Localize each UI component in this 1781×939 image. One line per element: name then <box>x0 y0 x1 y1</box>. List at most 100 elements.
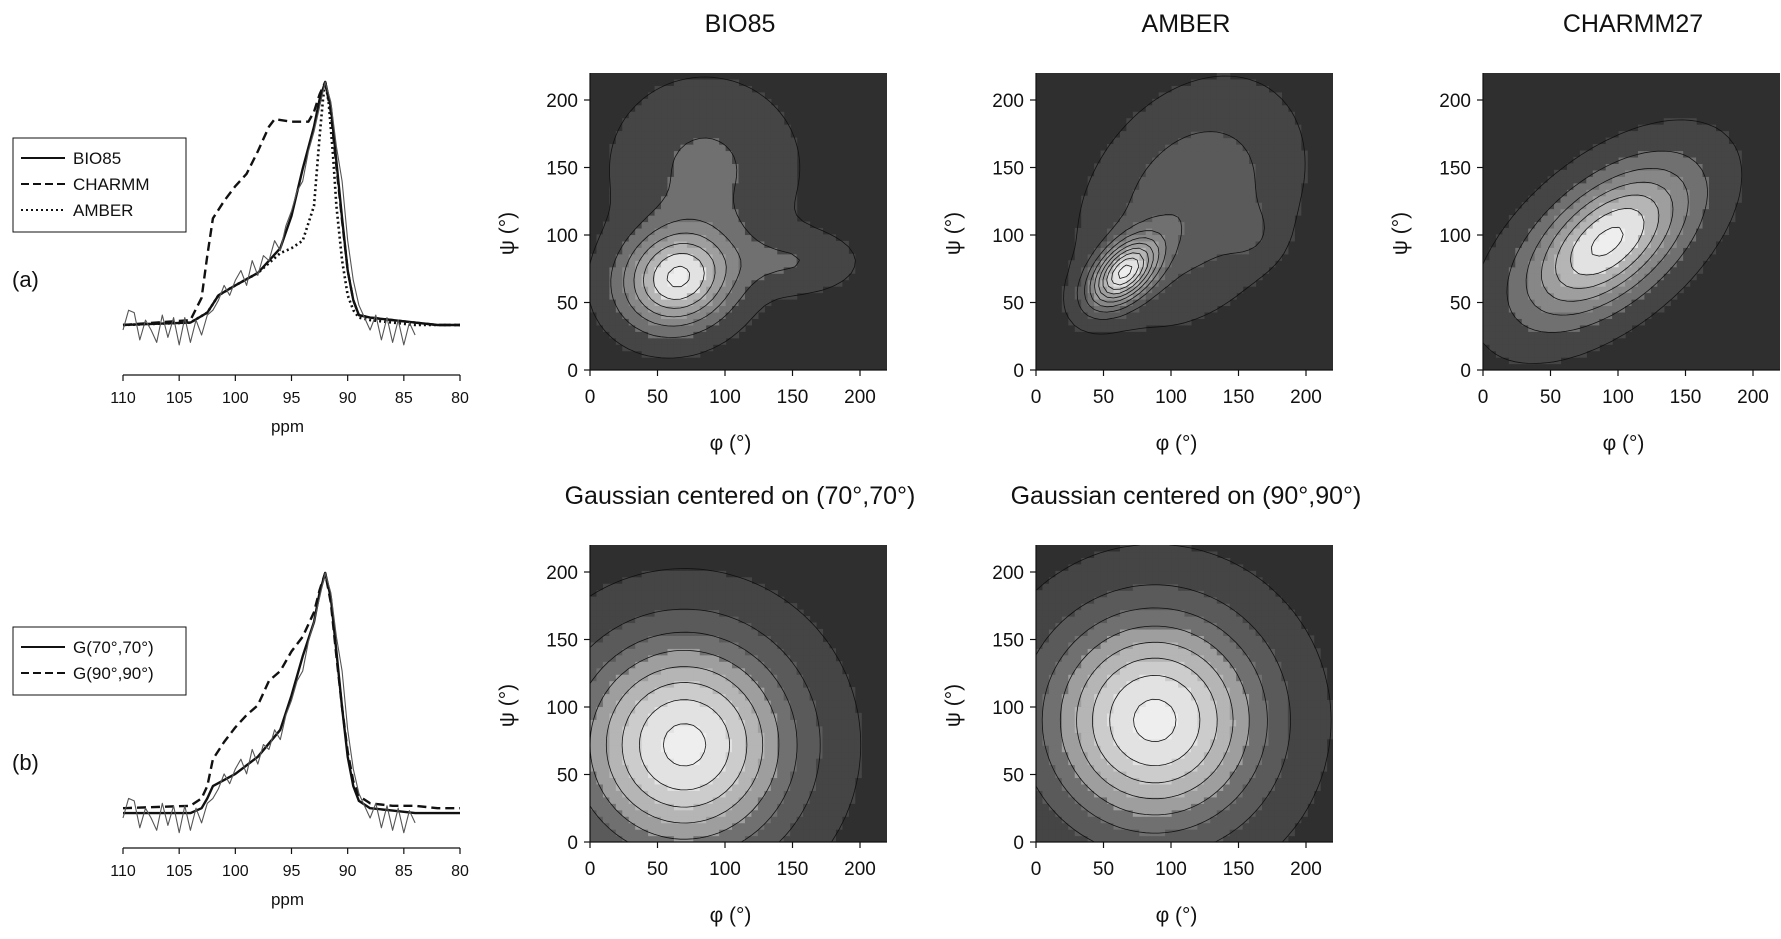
contour-cell <box>609 324 617 332</box>
contour-cell <box>1696 169 1704 177</box>
contour-cell <box>622 240 630 248</box>
contour-cell <box>1268 98 1276 106</box>
contour-cell <box>790 835 798 842</box>
contour-cell <box>1554 253 1562 261</box>
contour-cell <box>751 822 759 830</box>
contour-cell <box>1708 176 1717 184</box>
contour-cell <box>1650 182 1658 190</box>
contour-cell <box>609 796 617 804</box>
contour-cell <box>744 195 753 203</box>
contour-cell <box>815 738 824 746</box>
contour-cell <box>744 641 753 649</box>
contour-cell <box>1294 182 1302 190</box>
contour-cell <box>706 622 714 630</box>
contour-cell <box>1573 260 1581 268</box>
contour-cell <box>1657 305 1665 313</box>
contour-cell <box>686 176 694 184</box>
contour-cell <box>667 829 675 837</box>
contour-cell <box>693 732 701 740</box>
contour-cell <box>622 829 630 837</box>
contour-cell <box>712 286 720 294</box>
contour-cell <box>796 648 804 656</box>
contour-cell <box>1171 176 1179 184</box>
contour-cell <box>848 770 856 779</box>
contour-cell <box>628 156 636 164</box>
contour-cell <box>732 202 740 210</box>
contour-cell <box>667 777 675 785</box>
contour-cell <box>667 221 675 229</box>
contour-cell <box>648 221 656 229</box>
contour-cell <box>796 693 804 701</box>
contour-cell <box>1579 266 1587 274</box>
contour-cell <box>686 751 694 759</box>
contour-cell <box>1203 305 1211 313</box>
x-tick-label: 0 <box>585 387 596 408</box>
contour-cell <box>1203 221 1211 229</box>
contour-cell <box>673 131 681 139</box>
contour-cell <box>1210 286 1218 294</box>
contour-cell <box>1644 169 1652 177</box>
contour-cell <box>809 745 817 753</box>
contour-cell <box>1255 163 1263 171</box>
contour-cell <box>777 169 785 177</box>
contour-cell <box>732 98 740 106</box>
contour-cell <box>770 189 778 197</box>
contour-cell <box>738 616 746 624</box>
contour-cell <box>590 732 598 740</box>
contour-cell <box>732 719 740 727</box>
contour-cell <box>1132 324 1140 332</box>
contour-cell <box>609 234 617 242</box>
x-tick-label: 90 <box>339 390 357 407</box>
contour-cell <box>635 131 643 139</box>
contour-cell <box>744 699 753 708</box>
contour-cell <box>1210 292 1218 300</box>
contour-cell <box>1236 227 1244 236</box>
contour-cell <box>1268 137 1276 145</box>
contour-cell <box>777 809 785 817</box>
contour-cell <box>809 706 817 714</box>
contour-cell <box>615 266 623 274</box>
contour-cell <box>1631 182 1639 190</box>
contour-cell <box>1242 105 1250 113</box>
contour-cell <box>854 732 862 740</box>
contour-cell <box>1210 305 1218 313</box>
contour-cell <box>1094 311 1102 319</box>
contour-cell <box>667 195 675 203</box>
contour-line <box>610 137 800 338</box>
contour-cell <box>1560 240 1568 248</box>
contour-cell <box>628 292 636 300</box>
contour-cell <box>1178 144 1186 152</box>
contour-cell <box>1586 182 1594 190</box>
contour-cell <box>1566 324 1574 332</box>
contour-cell <box>602 648 610 656</box>
contour-cell <box>635 596 643 604</box>
contour-cell <box>751 111 759 119</box>
contour-cell <box>1190 208 1199 216</box>
contour-cell <box>732 273 740 281</box>
contour-cell <box>693 163 701 171</box>
contour-cell <box>1734 176 1742 184</box>
contour-cell <box>693 745 701 753</box>
contour-cell <box>809 835 817 842</box>
contour-cell <box>1255 111 1263 119</box>
contour-cell <box>667 202 675 210</box>
contour-cell <box>1119 221 1127 229</box>
contour-cell <box>693 182 701 190</box>
contour-cell <box>1566 273 1574 281</box>
contour-cell <box>1515 331 1523 339</box>
contour-cell <box>1281 215 1289 223</box>
contour-cell <box>1502 305 1510 313</box>
contour-cell <box>1139 298 1147 307</box>
y-tick-label: 150 <box>1439 159 1471 180</box>
contour-cell <box>751 770 759 779</box>
contour-cell <box>628 699 636 708</box>
contour-cell <box>828 680 836 688</box>
contour-cell <box>622 118 630 126</box>
contour-cell <box>1274 202 1282 210</box>
contour-cell <box>770 221 778 229</box>
contour-cell <box>777 661 785 669</box>
contour-cell <box>1670 195 1678 203</box>
contour-cell <box>835 719 843 727</box>
contour-cell <box>790 783 798 791</box>
contour-cell <box>1100 221 1108 229</box>
